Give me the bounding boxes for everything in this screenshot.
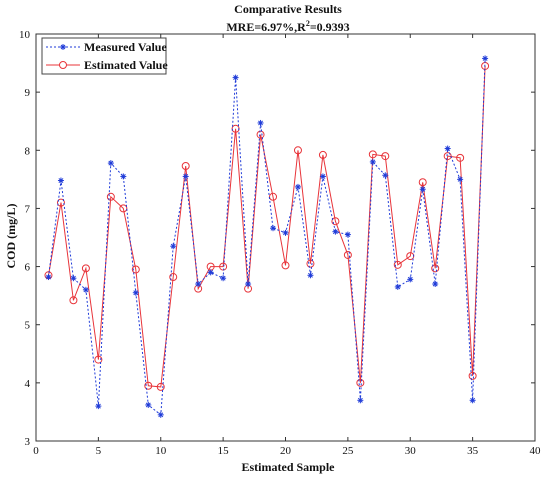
measured-point <box>357 397 364 404</box>
subtitle-suffix: =0.9393 <box>310 20 350 34</box>
legend-measured-marker <box>60 44 66 50</box>
measured-point <box>70 275 77 282</box>
measured-point <box>170 243 177 250</box>
estimated-point <box>331 217 340 226</box>
estimated-point <box>56 198 65 207</box>
measured-point <box>419 186 426 193</box>
estimated-point <box>418 178 427 187</box>
y-tick-label: 8 <box>25 145 31 157</box>
chart-subtitle: MRE=6.97%,R2=0.9393 <box>226 19 349 34</box>
measured-point <box>332 228 339 235</box>
measured-point <box>82 286 89 293</box>
measured-point <box>95 403 102 410</box>
estimated-point <box>456 153 465 162</box>
measured-point <box>232 74 239 81</box>
measured-point <box>220 275 227 282</box>
estimated-point <box>119 204 128 213</box>
measured-point <box>157 411 164 418</box>
estimated-point <box>69 296 78 305</box>
measured-point <box>307 272 314 279</box>
measured-point <box>369 158 376 165</box>
measured-point <box>45 274 52 281</box>
measured-point <box>319 173 326 180</box>
x-tick-label: 10 <box>155 445 167 457</box>
x-tick-label: 35 <box>467 445 479 457</box>
measured-point <box>145 401 152 408</box>
legend-measured-label: Measured Value <box>84 40 167 54</box>
estimated-point <box>431 264 440 273</box>
measured-point <box>182 173 189 180</box>
measured-point <box>207 269 214 276</box>
estimated-point <box>156 382 165 391</box>
estimated-point <box>381 152 390 161</box>
y-tick-label: 4 <box>25 378 31 390</box>
axis-ticks: 0 5 10 15 20 25 30 35 40 3 4 5 6 7 8 9 10 <box>19 29 541 457</box>
legend-estimated-label: Estimated Value <box>84 58 168 72</box>
estimated-point <box>356 378 365 387</box>
measured-point <box>344 231 351 238</box>
measured-point <box>57 177 64 184</box>
measured-point <box>195 281 202 288</box>
estimated-point <box>368 150 377 159</box>
measured-point <box>132 289 139 296</box>
measured-point <box>432 281 439 288</box>
estimated-point <box>393 260 402 269</box>
subtitle-superscript: 2 <box>306 19 310 28</box>
chart-title: Comparative Results <box>234 2 342 16</box>
y-tick-label: 7 <box>25 203 31 215</box>
estimated-point <box>293 146 302 155</box>
estimated-point <box>81 264 90 273</box>
y-tick-label: 5 <box>25 320 31 332</box>
measured-point <box>444 145 451 152</box>
estimated-point <box>256 130 265 139</box>
measured-point <box>282 229 289 236</box>
legend-estimated-marker <box>59 61 67 69</box>
x-axis-label: Estimated Sample <box>242 460 336 474</box>
estimated-series-line <box>48 65 486 388</box>
x-tick-label: 5 <box>96 445 102 457</box>
x-tick-label: 0 <box>33 445 39 457</box>
measured-point <box>245 281 252 288</box>
estimated-point <box>306 259 315 268</box>
series-layer <box>44 55 490 418</box>
estimated-point <box>181 161 190 170</box>
x-tick-label: 40 <box>530 445 542 457</box>
estimated-point <box>131 265 140 274</box>
legend: Measured Value Estimated Value <box>41 37 168 75</box>
measured-point <box>482 55 489 62</box>
estimated-point <box>144 381 153 390</box>
x-tick-label: 25 <box>342 445 354 457</box>
y-tick-label: 3 <box>25 436 31 448</box>
measured-point <box>457 176 464 183</box>
estimated-point <box>318 150 327 159</box>
x-tick-label: 15 <box>218 445 230 457</box>
estimated-point <box>468 371 477 380</box>
measured-point <box>294 183 301 190</box>
measured-series-line <box>48 58 486 416</box>
y-tick-label: 9 <box>25 87 31 99</box>
measured-point <box>407 276 414 283</box>
x-tick-label: 20 <box>280 445 292 457</box>
measured-point <box>394 283 401 290</box>
estimated-point <box>281 261 290 270</box>
y-axis-label: COD (mg/L) <box>4 204 18 269</box>
estimated-point <box>343 250 352 259</box>
estimated-point <box>94 355 103 364</box>
estimated-point <box>106 192 115 201</box>
subtitle-prefix: MRE=6.97%,R <box>226 20 306 34</box>
measured-point <box>382 172 389 179</box>
estimated-point <box>269 192 278 201</box>
measured-point <box>469 397 476 404</box>
estimated-point <box>169 273 178 282</box>
y-tick-label: 10 <box>19 29 31 41</box>
y-tick-label: 6 <box>25 262 31 274</box>
measured-point <box>257 119 264 126</box>
measured-point <box>107 160 114 167</box>
measured-point <box>270 225 277 232</box>
x-tick-label: 30 <box>405 445 417 457</box>
measured-point <box>120 173 127 180</box>
